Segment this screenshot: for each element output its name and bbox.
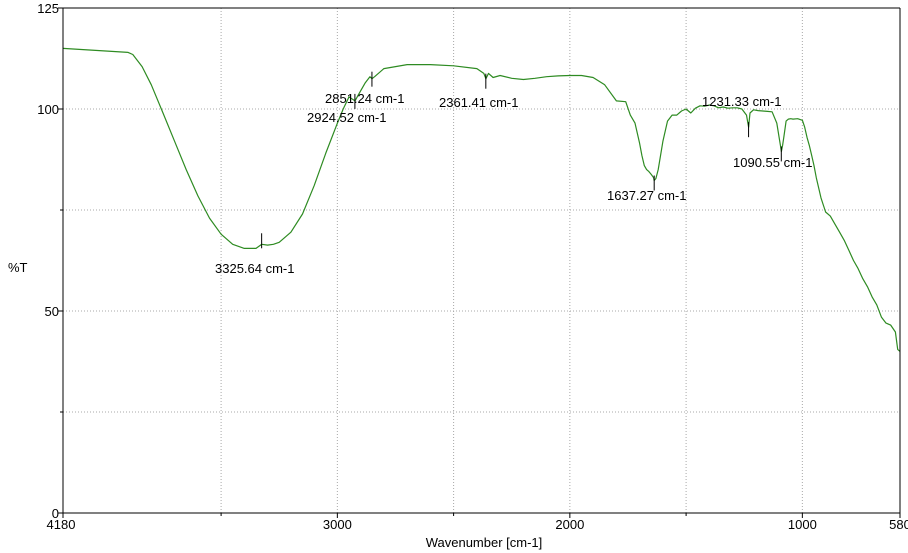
y-axis-label: %T xyxy=(8,260,28,275)
axes: 4180 3000 2000 1000 580 0 50 100 125 xyxy=(37,1,908,532)
y-tick-label: 125 xyxy=(37,1,59,16)
series-layer xyxy=(62,47,901,352)
y-tick-label: 50 xyxy=(45,304,59,319)
x-tick-label: 4180 xyxy=(47,517,76,532)
x-tick-label: 580 xyxy=(889,517,908,532)
grid-lines xyxy=(63,8,900,513)
peak-label: 1090.55 cm-1 xyxy=(733,155,813,170)
peak-label: 1637.27 cm-1 xyxy=(607,188,687,203)
x-tick-label: 1000 xyxy=(788,517,817,532)
y-tick-label: 100 xyxy=(37,102,59,117)
peak-label: 2361.41 cm-1 xyxy=(439,95,519,110)
peak-label: 2924.52 cm-1 xyxy=(307,110,387,125)
x-axis-label: Wavenumber [cm-1] xyxy=(426,535,543,550)
x-tick-label: 2000 xyxy=(555,517,584,532)
peak-annotations: 3325.64 cm-1 2924.52 cm-1 2851.24 cm-1 2361… xyxy=(215,71,813,276)
peak-label: 2851.24 cm-1 xyxy=(325,91,405,106)
spectrum-line xyxy=(62,47,901,352)
peak-label: 1231.33 cm-1 xyxy=(702,94,782,109)
y-tick-label: 0 xyxy=(52,506,59,521)
x-tick-label: 3000 xyxy=(323,517,352,532)
peak-label: 3325.64 cm-1 xyxy=(215,261,295,276)
